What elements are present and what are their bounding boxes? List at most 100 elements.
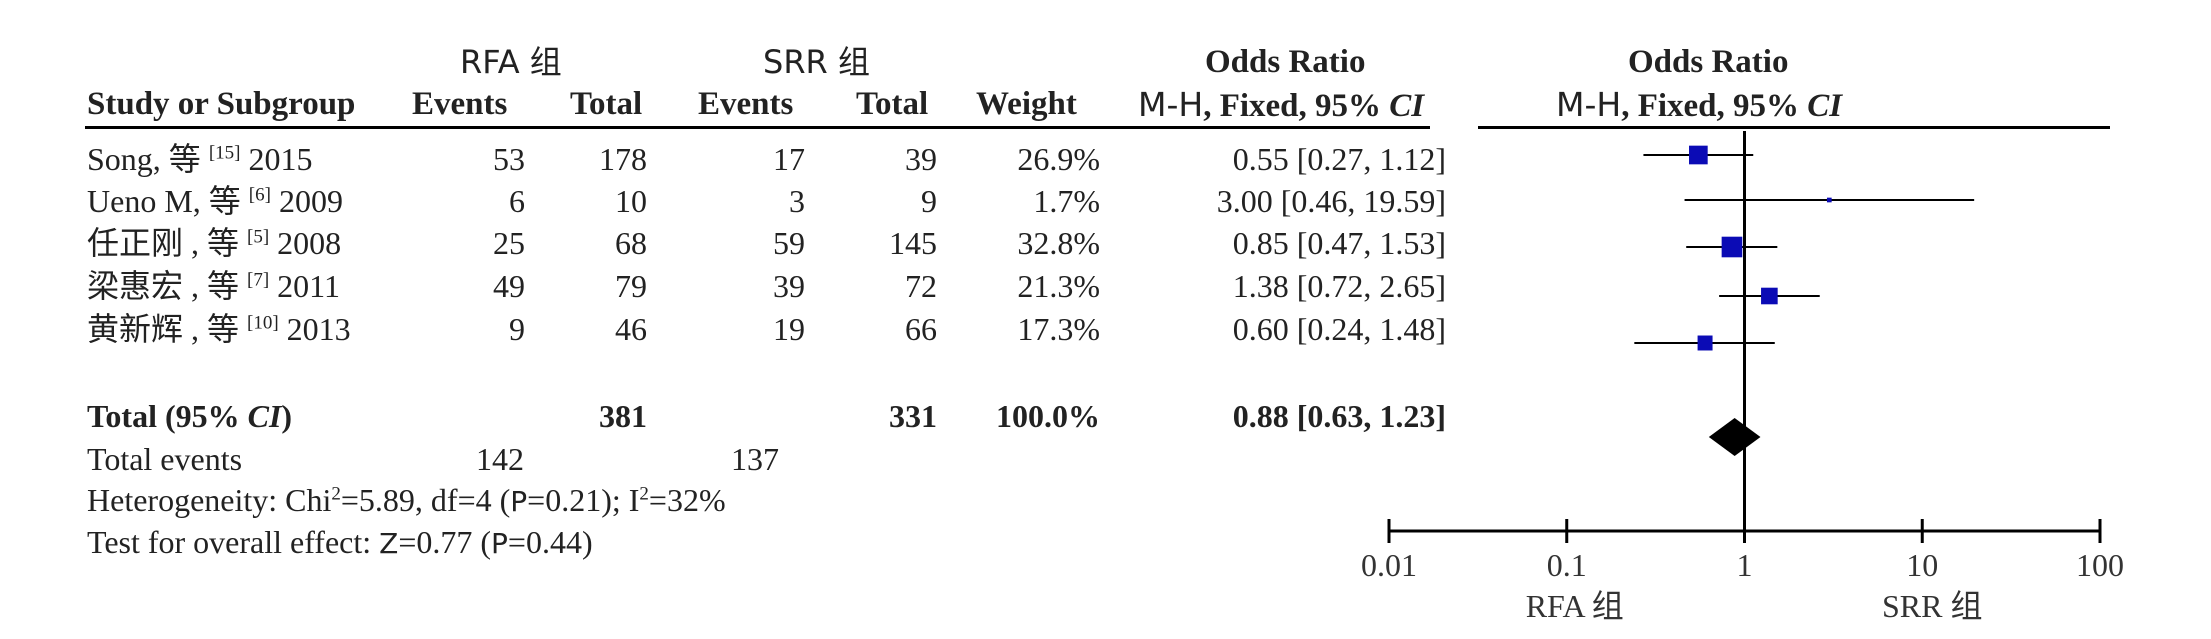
study-year: 2011 <box>269 268 340 304</box>
study-weight: 26.9% <box>1017 141 1100 177</box>
plot-method-ci: CI <box>1807 88 1843 124</box>
study-or-text: 3.00 [0.46, 19.59] <box>1216 183 1446 219</box>
overall-z: Z <box>379 527 399 560</box>
total-label-end: ) <box>281 398 293 434</box>
study-year: 2015 <box>240 141 313 177</box>
study-or-text: 1.38 [0.72, 2.65] <box>1232 268 1446 304</box>
overall-mid: =0.77 ( <box>398 524 492 560</box>
study-e2: 19 <box>773 311 805 347</box>
study-year: 2008 <box>269 225 342 261</box>
events2-header: Events <box>698 86 794 122</box>
study-weight: 1.7% <box>1033 183 1100 219</box>
study-e2: 39 <box>773 268 805 304</box>
study-weight: 17.3% <box>1017 311 1100 347</box>
study-or-text: 0.55 [0.27, 1.12] <box>1232 141 1446 177</box>
study-column-header: Study or Subgroup <box>87 86 356 122</box>
x-tick-label: 10 <box>1906 547 1938 583</box>
study-author: 梁惠宏 , 等 <box>87 268 248 304</box>
study-n1: 79 <box>615 268 647 304</box>
study-reference: [15] <box>208 142 241 164</box>
study-e2: 17 <box>773 141 805 177</box>
group1-header: RFA 组 <box>460 43 562 81</box>
study-or-text: 0.85 [0.47, 1.53] <box>1232 225 1446 261</box>
x-tick-label: 0.1 <box>1547 547 1587 583</box>
study-name: Ueno M, 等 [6] 2009 <box>87 185 343 217</box>
x-tick-label: 0.01 <box>1361 547 1417 583</box>
study-name: 任正刚 , 等 [5] 2008 <box>87 227 341 259</box>
study-weight: 21.3% <box>1017 268 1100 304</box>
study-n2: 145 <box>889 225 937 261</box>
study-reference: [6] <box>248 184 271 206</box>
study-n1: 178 <box>599 141 647 177</box>
study-reference: [7] <box>247 269 270 291</box>
or-method-prefix: M-H <box>1138 85 1204 124</box>
pooled-diamond <box>1708 418 1761 456</box>
study-weight: 32.8% <box>1017 225 1100 261</box>
total-label-ci: CI <box>247 398 282 434</box>
study-point <box>1826 197 1832 203</box>
het-mid2: =0.21); I <box>527 482 640 518</box>
study-n1: 68 <box>615 225 647 261</box>
total-n2: 331 <box>889 398 937 434</box>
study-n2: 39 <box>905 141 937 177</box>
study-author: Ueno M, 等 <box>87 183 249 219</box>
study-name: 黄新辉 , 等 [10] 2013 <box>87 313 351 345</box>
weight-header: Weight <box>976 86 1077 122</box>
overall-prefix: Test for overall effect: <box>87 524 380 560</box>
het-sup1: 2 <box>331 483 341 505</box>
study-reference: [10] <box>247 312 279 334</box>
plot-method-prefix: M-H <box>1556 85 1622 124</box>
favours-right-label: SRR 组 <box>1882 588 1983 624</box>
heterogeneity-line: Heterogeneity: Chi2=5.89, df=4 (P=0.21);… <box>87 484 726 516</box>
group2-header: SRR 组 <box>763 43 870 81</box>
overall-p: P <box>491 527 508 560</box>
study-author: 任正刚 , 等 <box>87 225 248 261</box>
total-or-text: 0.88 [0.63, 1.23] <box>1232 398 1446 434</box>
het-p: P <box>510 485 528 518</box>
study-e1: 25 <box>493 225 525 261</box>
total-weight: 100.0% <box>996 398 1100 434</box>
overall-effect-line: Test for overall effect: Z=0.77 (P=0.44) <box>87 526 593 558</box>
plot-method-text: , Fixed, 95% <box>1621 88 1808 124</box>
total-events-label: Total events <box>87 441 243 477</box>
total-label-text: Total (95% <box>87 398 248 434</box>
study-reference: [5] <box>247 226 270 248</box>
study-n2: 72 <box>905 268 937 304</box>
total-n1: 381 <box>599 398 647 434</box>
plot-method-header: M-H, Fixed, 95% CI <box>1556 88 1842 123</box>
study-point <box>1697 335 1713 351</box>
study-year: 2013 <box>278 311 351 347</box>
het-mid: =5.89, df=4 ( <box>340 482 511 518</box>
study-n2: 9 <box>921 183 937 219</box>
total2-header: Total <box>856 86 929 122</box>
study-author: 黄新辉 , 等 <box>87 311 248 347</box>
study-n1: 10 <box>615 183 647 219</box>
or-method-ci: CI <box>1389 88 1425 124</box>
overall-end: =0.44) <box>507 524 593 560</box>
or-column-title: Odds Ratio <box>1205 44 1366 80</box>
total-row-label: Total (95% CI) <box>87 400 292 432</box>
or-method-header: M-H, Fixed, 95% CI <box>1138 88 1424 123</box>
header-line-right <box>1478 126 2110 129</box>
study-point <box>1761 287 1778 305</box>
favours-left-label: RFA 组 <box>1526 588 1624 624</box>
study-name: 梁惠宏 , 等 [7] 2011 <box>87 270 340 302</box>
total-events-2: 137 <box>731 441 779 477</box>
study-e1: 6 <box>509 183 525 219</box>
het-sup2: 2 <box>639 483 649 505</box>
or-method-text: , Fixed, 95% <box>1203 88 1390 124</box>
study-author: Song, 等 <box>87 141 209 177</box>
events1-header: Events <box>412 86 508 122</box>
study-name: Song, 等 [15] 2015 <box>87 143 312 175</box>
total1-header: Total <box>570 86 643 122</box>
study-n1: 46 <box>615 311 647 347</box>
study-point <box>1721 236 1743 258</box>
study-or-text: 0.60 [0.24, 1.48] <box>1232 311 1446 347</box>
x-tick-label: 100 <box>2076 547 2124 583</box>
total-events-1: 142 <box>476 441 524 477</box>
het-end: =32% <box>648 482 726 518</box>
study-e1: 53 <box>493 141 525 177</box>
study-year: 2009 <box>270 183 343 219</box>
study-e2: 3 <box>789 183 805 219</box>
